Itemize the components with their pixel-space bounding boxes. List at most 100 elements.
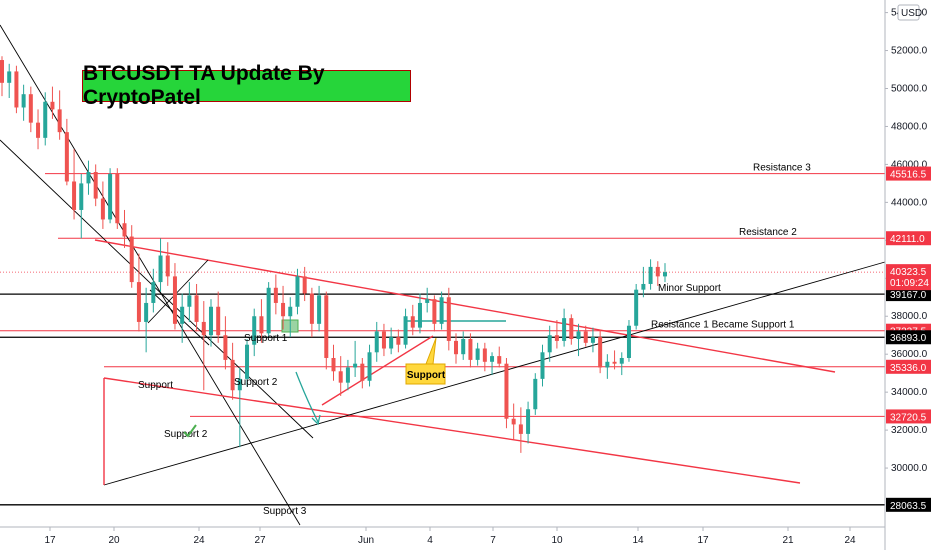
price-tick-label-3: 36000.0 xyxy=(891,349,928,360)
candle-body-45 xyxy=(324,295,329,358)
price-tick-label-4: 38000.0 xyxy=(891,311,928,322)
horizontal-levels: Resistance 3 Resistance 2 Minor Support Res… xyxy=(0,163,885,506)
note-support: Support xyxy=(138,380,173,391)
price-tick-label-1: 32000.0 xyxy=(891,425,928,436)
candle-body-42 xyxy=(302,276,307,294)
candle-body-26 xyxy=(187,295,192,307)
check-mark-icon xyxy=(183,424,197,438)
trend-line-8 xyxy=(147,259,209,324)
date-label-0: 17 xyxy=(44,535,56,546)
candle-body-10 xyxy=(72,181,77,210)
candle-body-17 xyxy=(122,223,127,237)
date-axis[interactable]: 17 20 24 27 Jun 4 7 10 14 17 21 24 xyxy=(0,526,885,546)
candle-body-50 xyxy=(360,363,365,381)
drop-arrow xyxy=(295,371,319,423)
candle-body-56 xyxy=(403,316,408,345)
candle-body-63 xyxy=(454,340,459,355)
note-support-2-mid: Support 2 xyxy=(234,377,278,388)
candle-body-4 xyxy=(28,94,33,123)
candle-body-46 xyxy=(331,357,336,372)
candle-body-89 xyxy=(641,283,646,290)
candle-body-6 xyxy=(43,101,48,138)
price-tick-label-9: 48000.0 xyxy=(891,121,928,132)
price-tick-label-8: 46000.0 xyxy=(891,159,928,170)
candle-body-67 xyxy=(482,348,487,362)
candle-body-27 xyxy=(194,295,199,322)
trend-line-4 xyxy=(103,261,886,486)
candle-body-19 xyxy=(136,282,141,322)
candle-body-60 xyxy=(432,299,437,324)
candle-body-62 xyxy=(446,297,451,341)
candle-body-85 xyxy=(612,361,617,364)
date-label-9: 17 xyxy=(697,535,709,546)
candle-body-47 xyxy=(338,371,343,383)
level-tag-2 xyxy=(886,287,931,302)
candle-body-39 xyxy=(281,302,286,317)
candle-body-75 xyxy=(540,352,545,379)
trend-lines xyxy=(0,24,886,526)
candle-body-80 xyxy=(576,331,581,340)
price-tick-label-10: 50000.0 xyxy=(891,84,928,95)
candle-body-12 xyxy=(86,172,91,184)
candle-body-77 xyxy=(554,335,559,341)
candle-body-34 xyxy=(245,344,250,379)
candle-body-8 xyxy=(57,109,62,133)
candle-body-5 xyxy=(36,122,41,138)
candle-body-59 xyxy=(425,299,430,303)
candle-body-24 xyxy=(172,276,177,324)
date-label-5: 4 xyxy=(427,535,433,546)
candle-body-71 xyxy=(511,418,516,425)
last-price-tag xyxy=(886,264,931,291)
chart-title: BTCUSDT TA Update By CryptoPatel xyxy=(82,62,411,109)
date-label-2: 24 xyxy=(193,535,205,546)
level-tag-1 xyxy=(886,231,931,246)
currency-badge[interactable] xyxy=(897,4,920,21)
level-tag-5 xyxy=(886,359,931,374)
level-tag-label-1: 42111.0 xyxy=(890,234,925,245)
candle-body-28 xyxy=(201,321,206,336)
candle-body-13 xyxy=(93,172,98,199)
date-label-6: 7 xyxy=(490,535,496,546)
candle-body-90 xyxy=(648,266,653,284)
candle-body-54 xyxy=(389,337,394,349)
candle-body-16 xyxy=(115,173,120,224)
candle-body-41 xyxy=(295,276,300,307)
candle-body-55 xyxy=(396,337,401,345)
level-tag-7 xyxy=(886,497,931,512)
level-tag-4 xyxy=(886,330,931,345)
date-label-7: 10 xyxy=(551,535,563,546)
level-label-3: Resistance 1 Became Support 1 xyxy=(651,320,795,331)
candle-body-82 xyxy=(590,337,595,343)
bar-countdown-label: 01:09:24 xyxy=(890,278,929,289)
candle-body-44 xyxy=(317,295,322,324)
candle-body-73 xyxy=(526,409,531,434)
price-tick-label-11: 52000.0 xyxy=(891,46,928,57)
candle-body-0 xyxy=(0,60,4,83)
candle-body-92 xyxy=(663,272,667,277)
candle-body-52 xyxy=(374,331,379,353)
candle-body-9 xyxy=(64,132,69,182)
price-axis[interactable]: 30000.032000.034000.036000.038000.040000… xyxy=(884,0,932,550)
trend-line-9 xyxy=(149,289,210,346)
level-tag-label-0: 45516.5 xyxy=(890,170,927,181)
candle-body-61 xyxy=(439,297,444,324)
candle-body-81 xyxy=(583,331,588,343)
candle-body-32 xyxy=(230,359,235,391)
candle-body-58 xyxy=(417,302,422,328)
level-label-1: Resistance 2 xyxy=(739,227,797,238)
candle-body-76 xyxy=(547,335,552,353)
trend-line-1 xyxy=(0,139,314,439)
candle-body-86 xyxy=(619,357,624,364)
trend-line-3 xyxy=(103,377,801,484)
trend-line-2 xyxy=(94,239,836,373)
last-price-label: 40323.5 xyxy=(890,267,927,278)
candle-body-43 xyxy=(309,293,314,324)
candle-body-2 xyxy=(14,71,19,108)
candle-body-31 xyxy=(223,335,228,360)
candle-body-53 xyxy=(381,331,386,349)
date-label-10: 21 xyxy=(782,535,794,546)
candles xyxy=(0,56,667,453)
candle-body-21 xyxy=(151,282,156,303)
candle-body-30 xyxy=(216,306,221,336)
candle-body-40 xyxy=(288,306,293,317)
